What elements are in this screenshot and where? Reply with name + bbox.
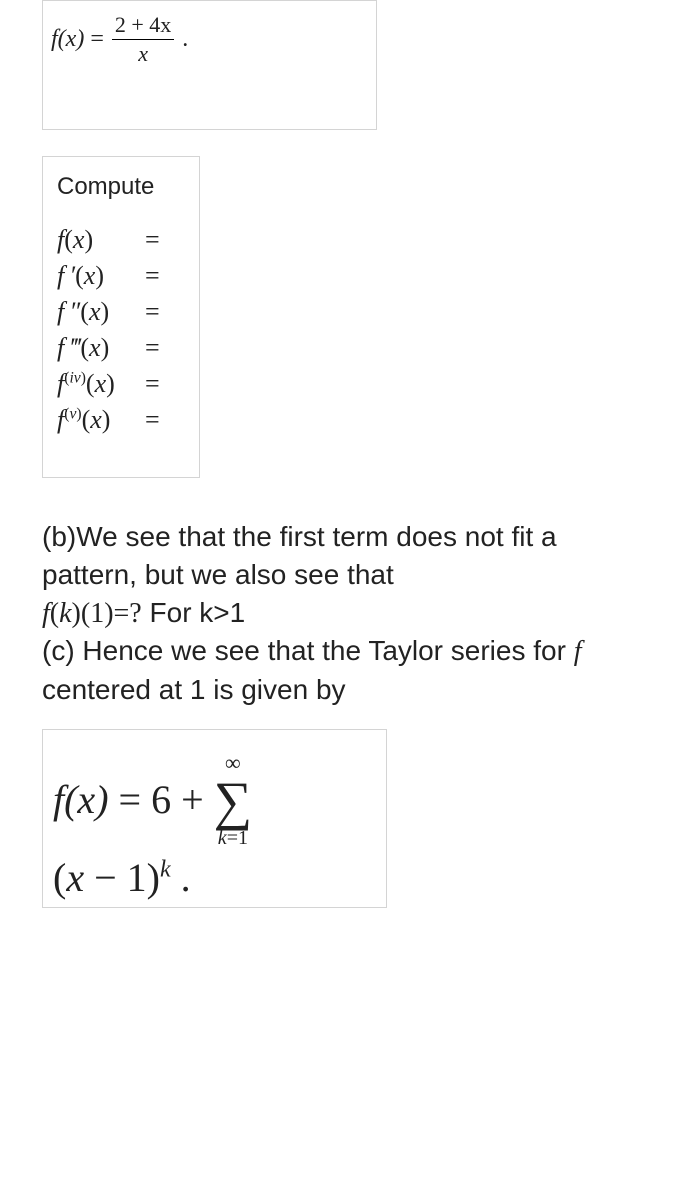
equals: = bbox=[90, 26, 104, 53]
sum-lower: k=1 bbox=[218, 828, 248, 848]
deriv-row-5: f(v)(x) = bbox=[57, 405, 185, 435]
plus: + bbox=[181, 776, 204, 823]
equals: = bbox=[145, 225, 160, 255]
taylor-series-box: f(x) = 6 + ∞ ∑ k=1 (x − 1)k . bbox=[42, 729, 387, 908]
part-b-text: (b)We see that the first term does not f… bbox=[42, 521, 557, 590]
denominator: x bbox=[135, 40, 151, 66]
deriv-label: f(iv)(x) bbox=[57, 369, 145, 399]
open-paren: ( bbox=[53, 855, 66, 900]
deriv-label: f ″(x) bbox=[57, 297, 145, 327]
deriv-row-2: f ″(x) = bbox=[57, 297, 185, 327]
compute-box: Compute f(x) = f ′(x) = f ″(x) = f ‴(x) … bbox=[42, 156, 200, 478]
period: . bbox=[182, 26, 188, 53]
deriv-row-4: f(iv)(x) = bbox=[57, 369, 185, 399]
equals: = bbox=[145, 369, 160, 399]
taylor-lhs: f(x) bbox=[53, 776, 109, 823]
sigma-icon: ∑ bbox=[214, 774, 253, 828]
part-c-tail: centered at 1 is given by bbox=[42, 674, 346, 705]
deriv-label: f(x) bbox=[57, 225, 145, 255]
deriv-row-3: f ‴(x) = bbox=[57, 333, 185, 363]
six: 6 bbox=[151, 776, 171, 823]
deriv-label: f(v)(x) bbox=[57, 405, 145, 435]
var-x: x bbox=[66, 855, 84, 900]
deriv-row-0: f(x) = bbox=[57, 225, 185, 255]
equals: = bbox=[145, 405, 160, 435]
one-close: 1) bbox=[127, 855, 160, 900]
taylor-fx: f(x) bbox=[53, 777, 109, 822]
function-definition-box: f(x) = 2 + 4x x . bbox=[42, 0, 377, 130]
fk-tail: For k>1 bbox=[142, 597, 245, 628]
minus: − bbox=[84, 855, 127, 900]
compute-heading: Compute bbox=[57, 173, 185, 201]
summation: ∞ ∑ k=1 bbox=[214, 752, 253, 848]
deriv-label: f ‴(x) bbox=[57, 333, 145, 363]
part-c-text: (c) Hence we see that the Taylor series … bbox=[42, 635, 566, 666]
fraction: 2 + 4x x bbox=[112, 13, 174, 66]
equals: = bbox=[145, 261, 160, 291]
taylor-line-1: f(x) = 6 + ∞ ∑ k=1 bbox=[53, 752, 368, 848]
equals: = bbox=[145, 333, 160, 363]
fx-lhs: f(x) bbox=[51, 26, 84, 53]
equals: = bbox=[119, 776, 142, 823]
deriv-row-1: f ′(x) = bbox=[57, 261, 185, 291]
deriv-label: f ′(x) bbox=[57, 261, 145, 291]
explanation-paragraph: (b)We see that the first term does not f… bbox=[42, 518, 637, 709]
equals: = bbox=[145, 297, 160, 327]
fk-expression: f(k)(1)=? bbox=[42, 598, 142, 629]
taylor-line-2: (x − 1)k . bbox=[53, 854, 368, 901]
exp-k: k bbox=[160, 857, 171, 883]
inline-f: f bbox=[574, 636, 582, 667]
function-definition: f(x) = 2 + 4x x . bbox=[51, 13, 358, 66]
numerator-text: 2 + 4x bbox=[115, 12, 171, 37]
period: . bbox=[171, 855, 191, 900]
numerator: 2 + 4x bbox=[112, 13, 174, 40]
